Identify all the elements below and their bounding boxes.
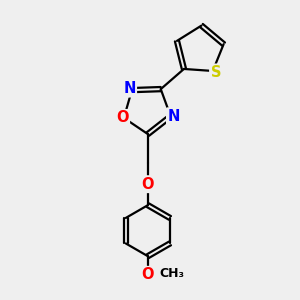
Text: N: N <box>167 109 180 124</box>
Text: CH₃: CH₃ <box>159 267 184 280</box>
Text: S: S <box>211 65 221 80</box>
Text: O: O <box>142 177 154 192</box>
Text: N: N <box>123 81 136 96</box>
Text: O: O <box>116 110 129 125</box>
Text: O: O <box>142 267 154 282</box>
